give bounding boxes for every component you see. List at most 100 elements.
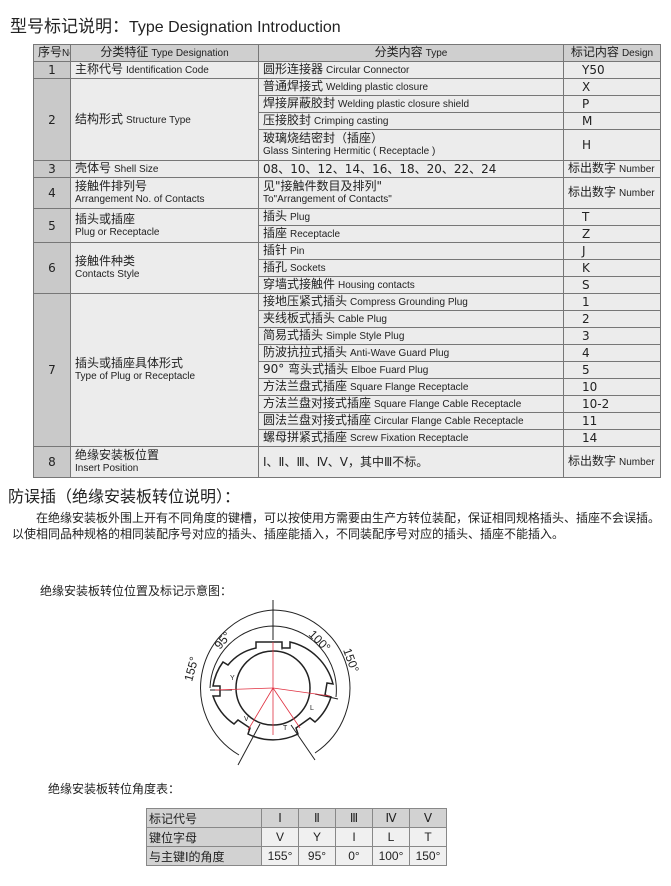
design-code: 3 xyxy=(563,327,661,345)
column-header: 分类内容 Type xyxy=(258,44,564,62)
category-cell: 接触件种类 Contacts Style xyxy=(70,242,259,294)
row-number: 6 xyxy=(33,242,71,294)
type-cell: 压接胶封 Crimping casting xyxy=(258,112,564,130)
design-code: 10 xyxy=(563,378,661,396)
type-cell: 接地压紧式插头 Compress Grounding Plug xyxy=(258,293,564,311)
row-label: 标记代号 xyxy=(146,808,262,828)
design-code: M xyxy=(563,112,661,130)
type-cell: 防波抗拉式插头 Anti-Wave Guard Plug xyxy=(258,344,564,362)
svg-text:L: L xyxy=(310,705,314,712)
type-cell: 方法兰盘对接式插座 Square Flange Cable Receptacle xyxy=(258,395,564,413)
category-cell: 接触件排列号 Arrangement No. of Contacts xyxy=(70,177,259,209)
type-cell: Ⅰ、Ⅱ、Ⅲ、Ⅳ、Ⅴ，其中Ⅲ不标。 xyxy=(258,446,564,478)
row-number: 7 xyxy=(33,293,71,447)
category-cell: 主称代号 Identification Code xyxy=(70,61,259,79)
label-155: 155° xyxy=(181,655,201,683)
angle-cell: Y xyxy=(298,827,336,847)
type-cell: 插孔 Sockets xyxy=(258,259,564,277)
design-code: H xyxy=(563,129,661,161)
angle-cell: V xyxy=(261,827,299,847)
design-code: X xyxy=(563,78,661,96)
table-row: 压接胶封 Crimping casting M xyxy=(34,112,661,130)
type-cell: 插头 Plug xyxy=(258,208,564,226)
angle-table-row: 与主键Ⅰ的角度 155° 95° 0° 100° 150° xyxy=(146,846,447,866)
design-code: 2 xyxy=(563,310,661,328)
row-label: 键位字母 xyxy=(146,827,262,847)
type-cell: 90° 弯头式插头 Elboe Fuard Plug xyxy=(258,361,564,379)
type-cell: 螺母拼紧式插座 Screw Fixation Receptacle xyxy=(258,429,564,447)
table-row: 7 插头或插座具体形式 Type of Plug or Receptacle 接地压紧… xyxy=(33,293,661,447)
outer-ring xyxy=(211,641,335,741)
design-code: P xyxy=(563,95,661,113)
category-cell: 结构形式 Structure Type xyxy=(70,78,259,161)
table-row: 3 壳体号 Shell Size 08、10、12、14、16、18、20、22、24… xyxy=(33,160,661,178)
angle-cell: Ⅰ xyxy=(261,808,299,828)
angle-cell: Ⅴ xyxy=(409,808,447,828)
angle-cell: 150° xyxy=(409,846,447,866)
table-row: 方法兰盘对接式插座 Square Flange Cable Receptacle 1… xyxy=(34,395,661,413)
type-cell: 圆法兰盘对接式插座 Circular Flange Cable Receptacl… xyxy=(258,412,564,430)
row-number: 1 xyxy=(33,61,71,79)
table-row: 6 接触件种类 Contacts Style 插针 Pin J xyxy=(33,242,661,294)
design-code: Y50 xyxy=(563,61,661,79)
column-header: 分类特征 Type Designation xyxy=(70,44,259,62)
angle-cell: I xyxy=(335,827,373,847)
table-row: 4 接触件排列号 Arrangement No. of Contacts 见"接触件数… xyxy=(33,177,661,209)
design-code: 11 xyxy=(563,412,661,430)
angle-cell: Ⅳ xyxy=(372,808,410,828)
design-code: 14 xyxy=(563,429,661,447)
description-paragraph: 在绝缘安装板外围上开有不同角度的键槽，可以按使用方需要由生产方转位装配，保证相同… xyxy=(12,511,661,541)
type-cell: 见"接触件数目及排列" To"Arrangement of Contacts" xyxy=(258,177,564,209)
type-cell: 穿墙式接触件 Housing contacts xyxy=(258,276,564,294)
type-cell: 普通焊接式 Welding plastic closure xyxy=(258,78,564,96)
label-150: 150° xyxy=(340,646,362,674)
category-cell: 插头或插座具体形式 Type of Plug or Receptacle xyxy=(70,293,259,447)
angle-cell: 155° xyxy=(261,846,299,866)
angle-cell: 95° xyxy=(298,846,336,866)
table-row: 5 插头或插座 Plug or Receptacle 插头 Plug T xyxy=(33,208,661,243)
row-number: 4 xyxy=(33,177,71,209)
design-code: K xyxy=(563,259,661,277)
svg-text:V: V xyxy=(244,716,249,723)
type-cell: 焊接屏蔽胶封 Welding plastic closure shield xyxy=(258,95,564,113)
category-cell: 壳体号 Shell Size xyxy=(70,160,259,178)
category-cell: 插头或插座 Plug or Receptacle xyxy=(70,208,259,243)
design-code: 1 xyxy=(563,293,661,311)
type-cell: 08、10、12、14、16、18、20、22、24 xyxy=(258,160,564,178)
design-code: S xyxy=(563,276,661,294)
type-cell: 插针 Pin xyxy=(258,242,564,260)
row-number: 8 xyxy=(33,446,71,478)
type-cell: 圆形连接器 Circular Connector xyxy=(258,61,564,79)
design-code: Z xyxy=(563,225,661,243)
angle-table-row: 标记代号 Ⅰ Ⅱ Ⅲ Ⅳ Ⅴ xyxy=(146,808,447,828)
design-code: J xyxy=(563,242,661,260)
page-title: 型号标记说明：Type Designation Introduction xyxy=(10,17,341,37)
table-row: 插座 Receptacle Z xyxy=(34,225,661,243)
row-number: 2 xyxy=(33,78,71,161)
table-row: 玻璃烧结密封（插座） Glass Sintering Hermitic ( Rec… xyxy=(34,129,661,161)
type-cell: 玻璃烧结密封（插座） Glass Sintering Hermitic ( Rec… xyxy=(258,129,564,161)
category-cell: 绝缘安装板位置 Insert Position xyxy=(70,446,259,478)
table-row: 螺母拼紧式插座 Screw Fixation Receptacle 14 xyxy=(34,429,661,447)
section-heading: 防误插（绝缘安装板转位说明）： xyxy=(8,487,241,506)
angle-table-caption: 绝缘安装板转位角度表： xyxy=(48,782,181,796)
arc-95-100 xyxy=(209,625,337,698)
angle-cell: 100° xyxy=(372,846,410,866)
row-number: 5 xyxy=(33,208,71,243)
table-row: 简易式插头 Simple Style Plug 3 xyxy=(34,327,661,345)
column-header: 序号No. xyxy=(33,44,71,62)
label-95: 95° xyxy=(212,629,235,652)
svg-text:Y: Y xyxy=(230,675,235,682)
angle-table-row: 键位字母 V Y I L T xyxy=(146,827,447,847)
design-code: T xyxy=(563,208,661,226)
type-cell: 方法兰盘式插座 Square Flange Receptacle xyxy=(258,378,564,396)
angle-table: 标记代号 Ⅰ Ⅱ Ⅲ Ⅳ Ⅴ 键位字母 V Y I L T 与主键Ⅰ的角度 155° 95° 0° 100° 15… xyxy=(146,808,447,866)
type-cell: 夹线板式插头 Cable Plug xyxy=(258,310,564,328)
table-row: 2 结构形式 Structure Type 普通焊接式 Welding plastic … xyxy=(33,78,661,161)
diagram-caption: 绝缘安装板转位位置及标记示意图： xyxy=(40,584,233,598)
angle-cell: Ⅲ xyxy=(335,808,373,828)
arc-155-150 xyxy=(200,609,351,756)
design-code: 标出数字 Number xyxy=(563,177,661,209)
angle-cell: Ⅱ xyxy=(298,808,336,828)
